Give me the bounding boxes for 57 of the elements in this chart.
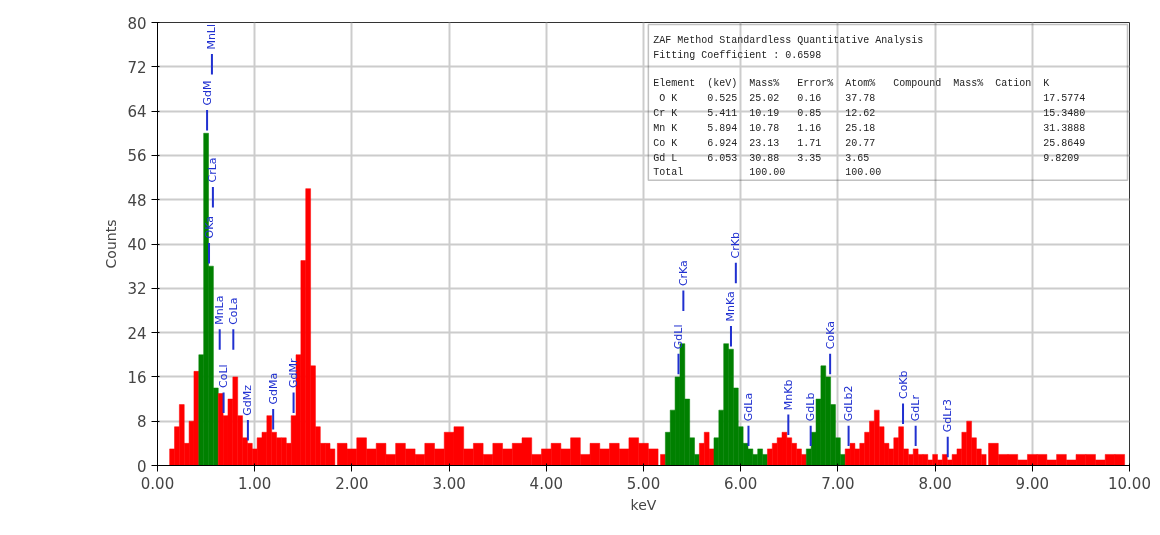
annotation: Gd L 6.053 30.88 3.35 3.65 9.8209 [653,152,1080,164]
x-axis-title: keV [630,496,657,513]
ref-line-label: MnKa [724,291,738,322]
y-tick-label: 32 [127,280,147,299]
ref-line-label: GdM [200,80,214,106]
y-tick-label: 16 [127,368,147,387]
ref-line-label: GdMr [287,357,301,388]
ref-line-label: MnKb [781,379,795,411]
y-tick-label: 8 [136,413,147,432]
x-tick-label: 0.00 [140,474,175,493]
ref-line-label: CrLa [206,157,220,183]
annotation: Mn K 5.894 10.78 1.16 25.18 31.3888 [653,122,1086,134]
ref-line-label: MnLl [205,23,219,50]
y-tick-label: 72 [127,58,147,77]
y-axis-title: Counts [103,219,120,269]
x-tick-label: 6.00 [724,474,758,493]
x-tick-label: 3.00 [432,474,466,493]
ref-line-label: GdMz [241,384,255,416]
ref-line-label: OKa [202,216,216,239]
ref-line-label: GdLl [671,324,685,350]
y-tick-label: 0 [136,457,147,476]
ref-line-label: GdLr3 [941,399,955,433]
ref-line-label: GdLa [741,392,755,422]
x-tick-label: 10.00 [1108,474,1151,493]
ref-line-label: GdLb2 [842,385,856,422]
x-tick-label: 9.00 [1015,474,1050,493]
bar [781,432,788,466]
ref-line-label: CoKb [896,370,910,400]
ref-line-label: GdLr [909,394,923,422]
y-tick-label: 56 [127,147,147,166]
y-tick-label: 64 [127,103,147,122]
bar [849,443,856,466]
ref-line-label: GdMa [266,372,280,405]
ref-line-label: CoKa [823,321,837,350]
ref-line-label: CoLl [217,364,231,388]
x-tick-label: 2.00 [335,474,369,493]
annotation: Fitting Coefficient : 0.6598 [653,50,822,62]
x-tick-label: 1.00 [238,474,272,493]
annotation: Element (keV) Mass% Error% Atom% Compound Mass% Cation K [653,78,1050,90]
ref-line-label: CrKa [676,260,690,287]
ref-line-label: GdLb [804,392,818,422]
ref-line-label: CrKb [729,232,743,259]
y-tick-label: 24 [127,324,147,343]
x-tick-label: 7.00 [821,474,855,493]
y-tick-label: 80 [127,14,147,33]
x-tick-label: 4.00 [529,474,564,493]
ref-line-label: CoLa [226,297,240,325]
x-tick-label: 5.00 [626,474,661,493]
y-tick-label: 40 [127,236,147,254]
annotation: ZAF Method Standardless Quantitative Analysis [653,35,924,47]
y-tick-label: 48 [127,191,147,210]
ref-line-label: MnLa [213,295,227,325]
annotation: O K 0.525 25.02 0.16 37.78 17.5774 [653,93,1086,105]
annotation: Total 100.00 100.00 [653,167,882,179]
annotation: Co K 6.924 23.13 1.71 20.77 25.8649 [653,137,1086,149]
annotation: Cr K 5.411 10.19 0.85 12.62 15.3480 [653,108,1086,120]
x-tick-label: 8.00 [918,474,952,493]
